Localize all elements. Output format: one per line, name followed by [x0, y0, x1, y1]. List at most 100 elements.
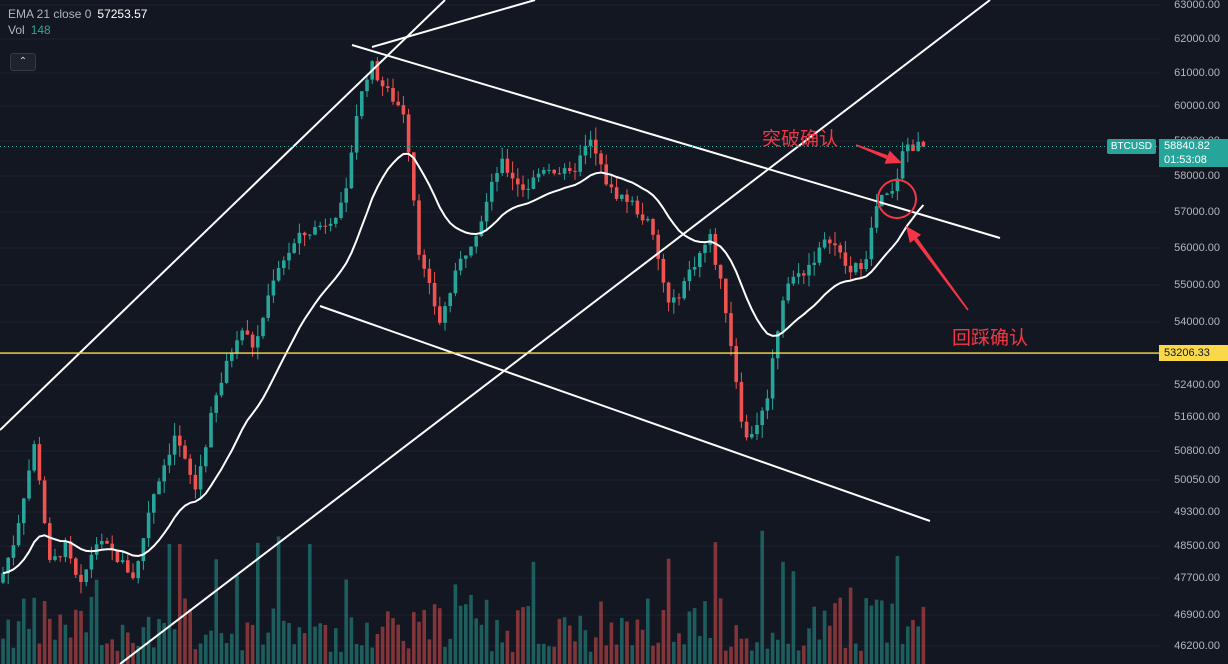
candle-body [911, 144, 915, 151]
volume-bar [916, 626, 920, 664]
candle-body [614, 187, 619, 199]
candle-body [386, 86, 390, 88]
price-axis-tick: 51600.00 [1174, 411, 1220, 423]
symbol-tag: BTCUSD [1106, 138, 1156, 154]
volume-bar [48, 618, 52, 664]
volume-bar [812, 606, 816, 664]
candle-body [214, 395, 218, 413]
candle-body [630, 200, 634, 202]
volume-bar [864, 598, 868, 664]
volume-bar [708, 638, 712, 664]
level-price-tag: 53206.33 [1159, 345, 1228, 361]
volume-bar [890, 603, 894, 664]
volume-bar [796, 650, 801, 664]
candle-body [500, 158, 504, 174]
candle-body [250, 334, 255, 348]
candle-body [443, 306, 447, 323]
volume-bar [443, 646, 447, 664]
candle-body [843, 252, 848, 266]
candle-body [661, 258, 666, 283]
price-axis-tick: 50800.00 [1174, 445, 1220, 457]
candle-body [776, 331, 780, 359]
volume-bar [256, 542, 260, 664]
volume-bar [100, 645, 104, 664]
volume-bar [432, 604, 437, 664]
trendline[interactable] [351, 44, 1001, 239]
volume-bar [687, 611, 692, 664]
trendline[interactable] [0, 0, 446, 431]
volume-bar [703, 601, 707, 664]
candle-body [484, 201, 489, 222]
volume-bar [791, 571, 796, 664]
candle-body [734, 346, 738, 383]
price-axis-tick: 62000.00 [1174, 33, 1220, 45]
volume-bar [474, 618, 478, 664]
candle-body [542, 169, 546, 174]
candle-body [198, 466, 203, 490]
volume-bar [666, 558, 671, 664]
volume-bar [620, 617, 624, 664]
volume-bar [786, 643, 790, 664]
candle-body [495, 173, 499, 182]
volume-bar [271, 608, 276, 664]
volume-bar [817, 639, 822, 664]
volume-bar [22, 598, 26, 664]
candle-body [750, 434, 754, 438]
ema-legend-value: 57253.57 [97, 7, 148, 21]
candle-body [708, 234, 712, 245]
price-axis-tick: 54000.00 [1174, 316, 1220, 328]
candle-body [620, 194, 624, 199]
candle-body [240, 330, 244, 341]
volume-bar [302, 633, 307, 664]
candle-body [209, 412, 213, 448]
price-axis-tick: 58000.00 [1174, 170, 1220, 182]
candle-body [79, 574, 83, 582]
volume-bar [770, 632, 775, 664]
volume-bar [204, 634, 208, 664]
volume-bar [162, 622, 166, 664]
collapse-legend-button[interactable]: ⌃ [10, 53, 36, 71]
candle-body [297, 232, 302, 244]
candle-body [724, 278, 728, 314]
volume-bar [495, 619, 499, 664]
candle-body [74, 558, 78, 575]
candle-body [167, 454, 172, 466]
candle-body [1, 573, 5, 583]
price-axis-tick: 47700.00 [1174, 572, 1220, 584]
candle-body [594, 139, 598, 154]
candle-body [172, 435, 177, 455]
candle-body [588, 139, 593, 146]
candle-body [505, 158, 510, 173]
indicator-legend: EMA 21 close 0 57253.57 Vol 148 [8, 6, 147, 38]
volume-bar [406, 648, 411, 664]
candle-body [900, 151, 905, 179]
candle-body [770, 358, 775, 399]
volume-bar [167, 543, 172, 664]
candle-body [469, 246, 473, 256]
volume-bar [588, 651, 593, 664]
volume-bar [27, 628, 31, 664]
volume-bar [822, 610, 827, 664]
volume-bar [328, 651, 333, 664]
trendline[interactable] [319, 305, 931, 522]
candle-body [895, 178, 900, 192]
price-axis-tick: 56000.00 [1174, 242, 1220, 254]
volume-bar [188, 608, 192, 664]
candle-body [833, 243, 837, 246]
volume-bar [152, 647, 156, 664]
volume-bar [594, 637, 598, 664]
vol-legend-row[interactable]: Vol 148 [8, 22, 147, 38]
retest-annotation: 回踩确认 [952, 327, 1029, 349]
volume-bar [911, 619, 915, 664]
candle-body [32, 444, 36, 471]
volume-bar [58, 614, 62, 664]
volume-bar [235, 575, 239, 664]
trendline[interactable] [371, 0, 536, 48]
ema-legend-row[interactable]: EMA 21 close 0 57253.57 [8, 6, 147, 22]
candle-body [375, 61, 380, 81]
candle-body [22, 498, 26, 524]
candle-body [890, 191, 894, 194]
trendline[interactable] [119, 0, 991, 664]
volume-bar [542, 643, 546, 664]
